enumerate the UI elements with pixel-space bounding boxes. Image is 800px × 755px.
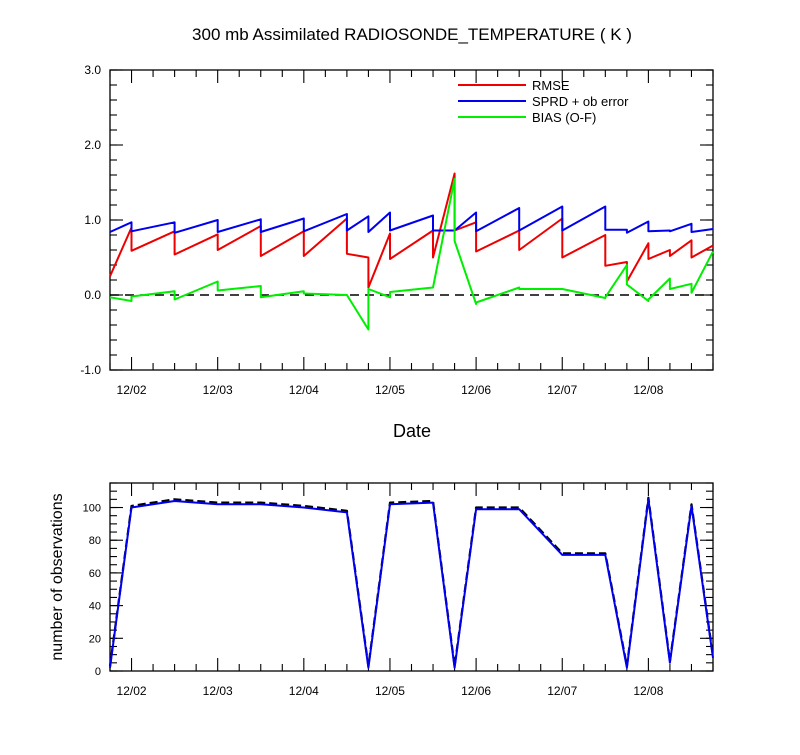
y-tick-label: -1.0 (80, 363, 101, 377)
top-plot-frame (109, 69, 714, 371)
top-ticks (109, 69, 714, 371)
x-tick-label: 12/05 (375, 383, 405, 397)
x-tick-label: 12/03 (203, 383, 233, 397)
legend-label: BIAS (O-F) (532, 110, 596, 125)
x-tick-label: 12/05 (375, 684, 405, 698)
bottom-chart: 0 20 40 60 80 100 12/02 12/03 12/04 12/05 12/06 12/… (49, 482, 715, 698)
x-tick-label: 12/06 (461, 383, 491, 397)
x-tick-label: 12/04 (289, 684, 319, 698)
y-tick-label: 60 (89, 568, 101, 580)
x-tick-label: 12/08 (633, 383, 663, 397)
y-tick-label: 20 (89, 633, 101, 645)
y-tick-label: 0.0 (84, 288, 101, 302)
x-tick-label: 12/02 (117, 684, 147, 698)
x-tick-label: 12/02 (117, 383, 147, 397)
top-labels: 3.0 2.0 1.0 0.0 -1.0 12/02 12/03 12/04 12/05 12/0… (80, 63, 663, 397)
series-line-sprd-ob-error (109, 205, 714, 234)
series-line-observations-assimilated (109, 498, 714, 669)
x-tick-label: 12/03 (203, 684, 233, 698)
y-tick-label: 0 (95, 666, 101, 678)
y-tick-label: 80 (89, 535, 101, 547)
top-series-group (109, 172, 714, 331)
bottom-labels: 0 20 40 60 80 100 12/02 12/03 12/04 12/05 12/06 12/… (83, 503, 664, 698)
x-tick-label: 12/04 (289, 383, 319, 397)
y-tick-label: 40 (89, 601, 101, 613)
x-tick-label: 12/06 (461, 684, 491, 698)
series-line-rmse (109, 172, 714, 289)
legend-label: SPRD + ob error (532, 94, 629, 109)
y-axis-title: number of observations (49, 493, 66, 660)
series-line-bias-o-f (109, 177, 714, 331)
x-tick-label: 12/08 (633, 684, 663, 698)
x-tick-label: 12/07 (547, 383, 577, 397)
x-axis-title: Date (393, 421, 431, 441)
y-tick-label: 100 (83, 503, 101, 515)
y-tick-label: 2.0 (84, 138, 101, 152)
bottom-ticks (109, 482, 714, 672)
y-tick-label: 1.0 (84, 213, 101, 227)
x-tick-label: 12/07 (547, 684, 577, 698)
bottom-series-group (108, 496, 715, 669)
top-chart: 3.0 2.0 1.0 0.0 -1.0 12/02 12/03 12/04 12/05 12/0… (80, 63, 714, 441)
chart-title: 300 mb Assimilated RADIOSONDE_TEMPERATUR… (192, 25, 632, 44)
y-tick-label: 3.0 (84, 63, 101, 77)
series-line-observations-possible (108, 496, 715, 668)
legend-label: RMSE (532, 78, 570, 93)
